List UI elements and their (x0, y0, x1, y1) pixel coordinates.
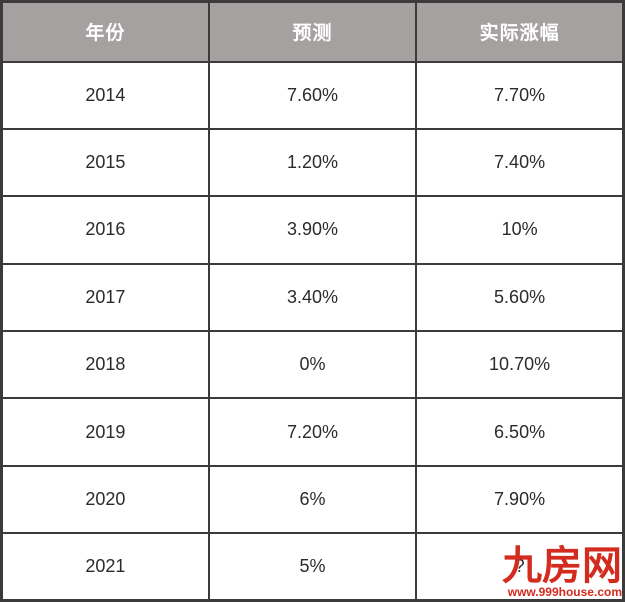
cell-forecast: 0% (207, 329, 418, 400)
cell-year: 2018 (0, 329, 210, 400)
cell-forecast: 7.20% (207, 397, 418, 467)
col-header-actual: 实际涨幅 (415, 0, 625, 63)
cell-forecast: 6% (207, 464, 418, 535)
cell-actual: 7.90% (415, 464, 625, 535)
cell-actual: 10% (415, 195, 625, 265)
cell-actual: 5.60% (415, 262, 625, 333)
col-header-forecast: 预测 (207, 0, 418, 63)
cell-forecast: 1.20% (207, 127, 418, 198)
cell-forecast: 7.60% (207, 60, 418, 130)
cell-forecast: 5% (207, 532, 418, 602)
cell-actual: 6.50% (415, 397, 625, 467)
cell-year: 2014 (0, 60, 210, 130)
table-row-2014: 2014 7.60% 7.70% (0, 60, 625, 130)
cell-actual: 10.70% (415, 329, 625, 400)
cell-year: 2019 (0, 397, 210, 467)
cell-actual-unknown: ? (415, 532, 625, 602)
cell-year: 2021 (0, 532, 210, 602)
table-header-row: 年份 预测 实际涨幅 (0, 0, 625, 63)
table-row-2019: 2019 7.20% 6.50% (0, 397, 625, 467)
cell-forecast: 3.90% (207, 195, 418, 265)
cell-actual: 7.70% (415, 60, 625, 130)
table-row-2015: 2015 1.20% 7.40% (0, 127, 625, 198)
cell-forecast: 3.40% (207, 262, 418, 333)
cell-year: 2020 (0, 464, 210, 535)
col-header-year: 年份 (0, 0, 210, 63)
cell-year: 2017 (0, 262, 210, 333)
table-row-2020: 2020 6% 7.90% (0, 464, 625, 535)
table-row-2016: 2016 3.90% 10% (0, 195, 625, 265)
cell-year: 2016 (0, 195, 210, 265)
table-row-2017: 2017 3.40% 5.60% (0, 262, 625, 333)
table-row-2018: 2018 0% 10.70% (0, 329, 625, 400)
cell-actual: 7.40% (415, 127, 625, 198)
table-row-2021: 2021 5% ? (0, 532, 625, 602)
cell-year: 2015 (0, 127, 210, 198)
